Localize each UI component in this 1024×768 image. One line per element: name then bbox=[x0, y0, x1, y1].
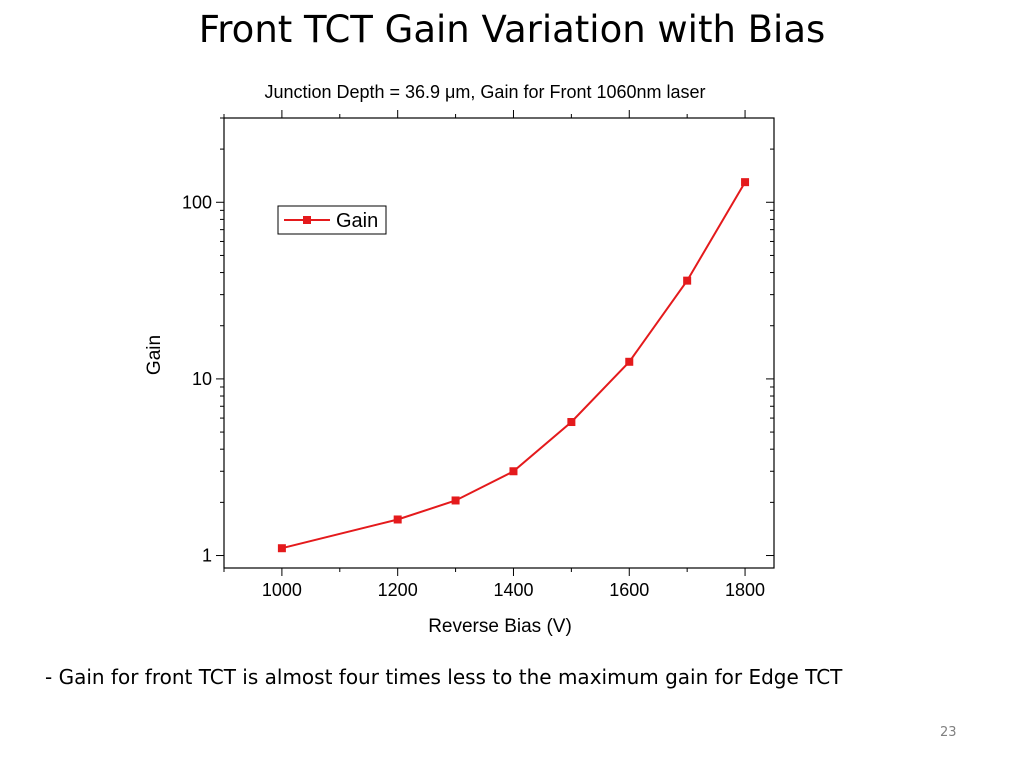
x-tick-label: 1600 bbox=[609, 580, 649, 600]
data-point bbox=[509, 467, 518, 476]
data-point bbox=[625, 357, 634, 366]
legend: Gain bbox=[277, 205, 387, 235]
y-tick-label: 100 bbox=[182, 192, 212, 212]
chart-title: Junction Depth = 36.9 μm, Gain for Front… bbox=[264, 82, 705, 102]
series-line bbox=[281, 181, 746, 550]
page-number: 23 bbox=[940, 725, 957, 740]
x-tick-label: 1200 bbox=[378, 580, 418, 600]
y-tick-label: 10 bbox=[192, 369, 212, 389]
data-point bbox=[393, 515, 402, 524]
x-tick-label: 1400 bbox=[493, 580, 533, 600]
y-tick-label: 1 bbox=[202, 546, 212, 566]
series-layer bbox=[277, 178, 750, 553]
legend-label: Gain bbox=[336, 210, 378, 232]
data-point bbox=[741, 178, 750, 187]
data-point bbox=[567, 418, 576, 427]
data-point bbox=[451, 496, 460, 505]
slide-title: Front TCT Gain Variation with Bias bbox=[198, 8, 826, 51]
x-tick-label: 1800 bbox=[725, 580, 765, 600]
x-tick-label: 1000 bbox=[262, 580, 302, 600]
plot-frame bbox=[223, 117, 775, 569]
x-axis-label: Reverse Bias (V) bbox=[428, 616, 572, 637]
data-point bbox=[277, 544, 286, 553]
caption: - Gain for front TCT is almost four time… bbox=[45, 665, 843, 689]
axis-ticks: 1000 1200 1400 1600 1800 1 10 100 bbox=[182, 110, 774, 600]
legend-marker bbox=[303, 216, 311, 224]
y-axis-label: Gain bbox=[144, 335, 165, 375]
data-point bbox=[683, 276, 692, 285]
